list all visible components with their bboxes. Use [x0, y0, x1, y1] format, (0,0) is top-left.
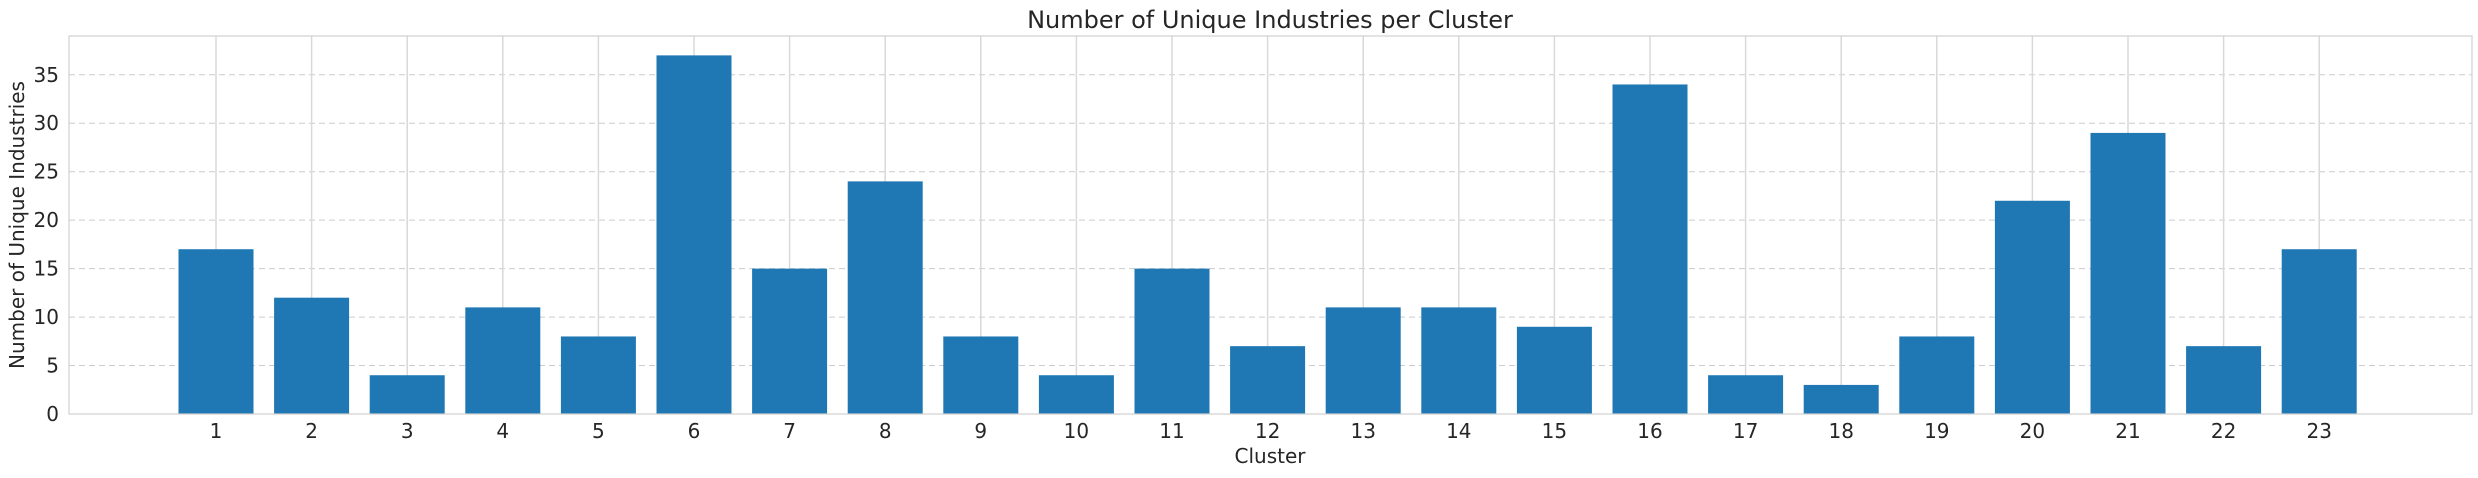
y-tick-label: 0: [46, 402, 59, 426]
x-tick-label: 15: [1542, 419, 1567, 443]
bar-cluster-18: [1803, 384, 1879, 414]
bar-cluster-1: [178, 249, 254, 414]
y-tick-label: 10: [34, 305, 59, 329]
bar-cluster-8: [847, 181, 923, 414]
x-tick-label: 19: [1924, 419, 1949, 443]
bar-cluster-15: [1516, 326, 1592, 414]
plot-frame: [68, 35, 2473, 415]
bar-cluster-16: [1612, 84, 1688, 414]
bar-cluster-22: [2186, 346, 2262, 414]
y-tick-label: 30: [34, 111, 59, 135]
bar-cluster-23: [2281, 249, 2357, 414]
x-tick-label: 20: [2020, 419, 2045, 443]
x-tick-label: 14: [1446, 419, 1471, 443]
x-axis-label: Cluster: [1235, 444, 1307, 468]
y-tick-label: 15: [34, 257, 59, 281]
x-tick-label: 9: [974, 419, 987, 443]
y-tick-label: 20: [34, 208, 59, 232]
x-tick-label: 22: [2211, 419, 2236, 443]
bar-cluster-19: [1899, 336, 1975, 414]
x-tick-label: 17: [1733, 419, 1758, 443]
x-tick-label: 13: [1350, 419, 1375, 443]
x-tick-label: 18: [1828, 419, 1853, 443]
bar-cluster-9: [943, 336, 1019, 414]
y-tick-label: 35: [34, 63, 59, 87]
chart-title: Number of Unique Industries per Cluster: [1027, 6, 1513, 34]
bar-cluster-7: [752, 268, 828, 414]
x-tick-label: 7: [783, 419, 796, 443]
bar-cluster-21: [2090, 132, 2166, 414]
bar-cluster-20: [1994, 200, 2070, 414]
bar-cluster-6: [656, 55, 732, 415]
x-tick-label: 5: [592, 419, 605, 443]
x-tick-label: 10: [1064, 419, 1089, 443]
x-tick-label: 6: [688, 419, 701, 443]
bar-cluster-13: [1325, 307, 1401, 414]
bars-layer: [178, 55, 2357, 415]
y-tick-label: 25: [34, 160, 59, 184]
y-tick-label: 5: [46, 354, 59, 378]
bar-cluster-4: [465, 307, 541, 414]
bar-cluster-10: [1038, 375, 1114, 414]
bar-cluster-14: [1421, 307, 1497, 414]
bar-cluster-12: [1230, 346, 1306, 414]
bar-cluster-3: [369, 375, 445, 414]
bar-cluster-11: [1134, 268, 1210, 414]
bar-cluster-2: [274, 297, 350, 414]
x-tick-label: 1: [210, 419, 223, 443]
x-tick-label: 21: [2115, 419, 2140, 443]
bar-cluster-5: [560, 336, 636, 414]
x-tick-label: 3: [401, 419, 414, 443]
x-tick-label: 4: [496, 419, 509, 443]
x-tick-label: 23: [2306, 419, 2331, 443]
x-tick-label: 16: [1637, 419, 1662, 443]
x-tick-label: 8: [879, 419, 892, 443]
y-axis-label: Number of Unique Industries: [5, 81, 29, 369]
x-tick-label: 12: [1255, 419, 1280, 443]
x-tick-label: 11: [1159, 419, 1184, 443]
x-tick-label: 2: [305, 419, 318, 443]
bar-cluster-17: [1708, 375, 1784, 414]
